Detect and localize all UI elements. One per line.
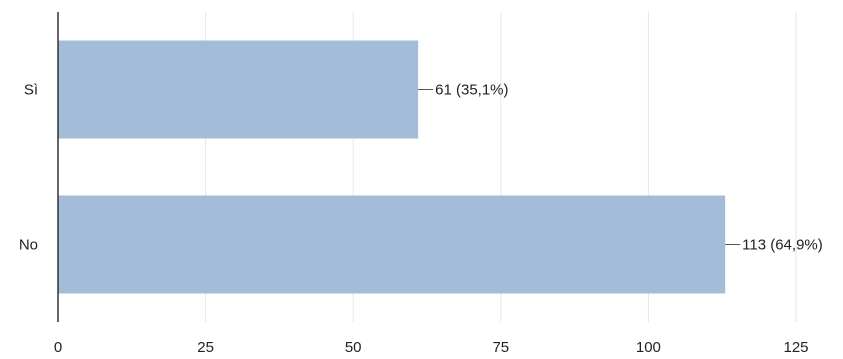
bars [58,40,726,294]
bar-2 [58,195,726,294]
x-tick-label-25: 25 [197,339,214,356]
data-label-2: 113 (64,9%) [742,237,823,254]
labels: 0 25 50 75 100 125 Sì 61 (35,1%) No 113 (64,9%) [19,82,823,357]
x-tick-label-125: 125 [783,339,808,356]
x-tick-label-100: 100 [636,339,661,356]
category-label-1: Sì [24,82,38,99]
x-tick-label-0: 0 [54,339,62,356]
x-tick-label-50: 50 [345,339,362,356]
bar-1 [58,40,419,139]
x-tick-label-75: 75 [492,339,509,356]
category-label-2: No [19,237,38,254]
data-label-1: 61 (35,1%) [435,82,508,99]
